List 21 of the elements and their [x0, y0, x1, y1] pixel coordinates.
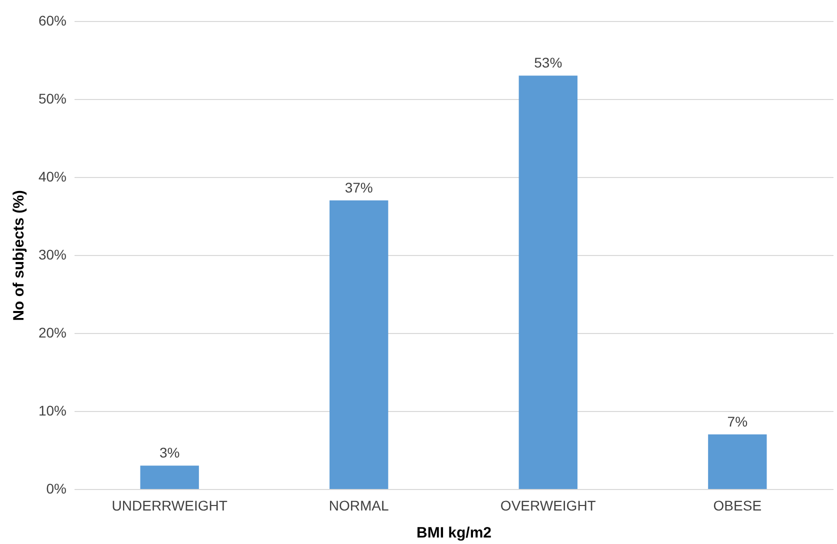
y-tick-label: 50% — [38, 90, 66, 106]
x-axis-title: BMI kg/m2 — [416, 524, 492, 542]
bar — [330, 200, 388, 489]
bar — [140, 466, 199, 489]
x-tick-label: NORMAL — [328, 498, 390, 514]
bar — [518, 76, 578, 489]
y-tick-label: 60% — [38, 12, 66, 28]
y-tick-label: 20% — [38, 324, 66, 340]
x-tick-label: OVERWEIGHT — [500, 498, 596, 514]
data-label: 3% — [159, 444, 180, 461]
data-label: 37% — [344, 179, 373, 196]
y-tick-label: 10% — [38, 402, 66, 418]
x-tick-label: OBESE — [713, 498, 762, 514]
y-axis-title: No of subjects (%) — [10, 190, 28, 321]
data-label: 53% — [534, 54, 562, 71]
data-label: 7% — [727, 413, 748, 430]
y-tick-label: 0% — [46, 480, 66, 496]
y-tick-label: 30% — [38, 246, 66, 262]
y-tick-label: 40% — [38, 168, 66, 184]
x-tick-label: UNDERRWEIGHT — [112, 498, 228, 514]
bar — [708, 434, 767, 489]
